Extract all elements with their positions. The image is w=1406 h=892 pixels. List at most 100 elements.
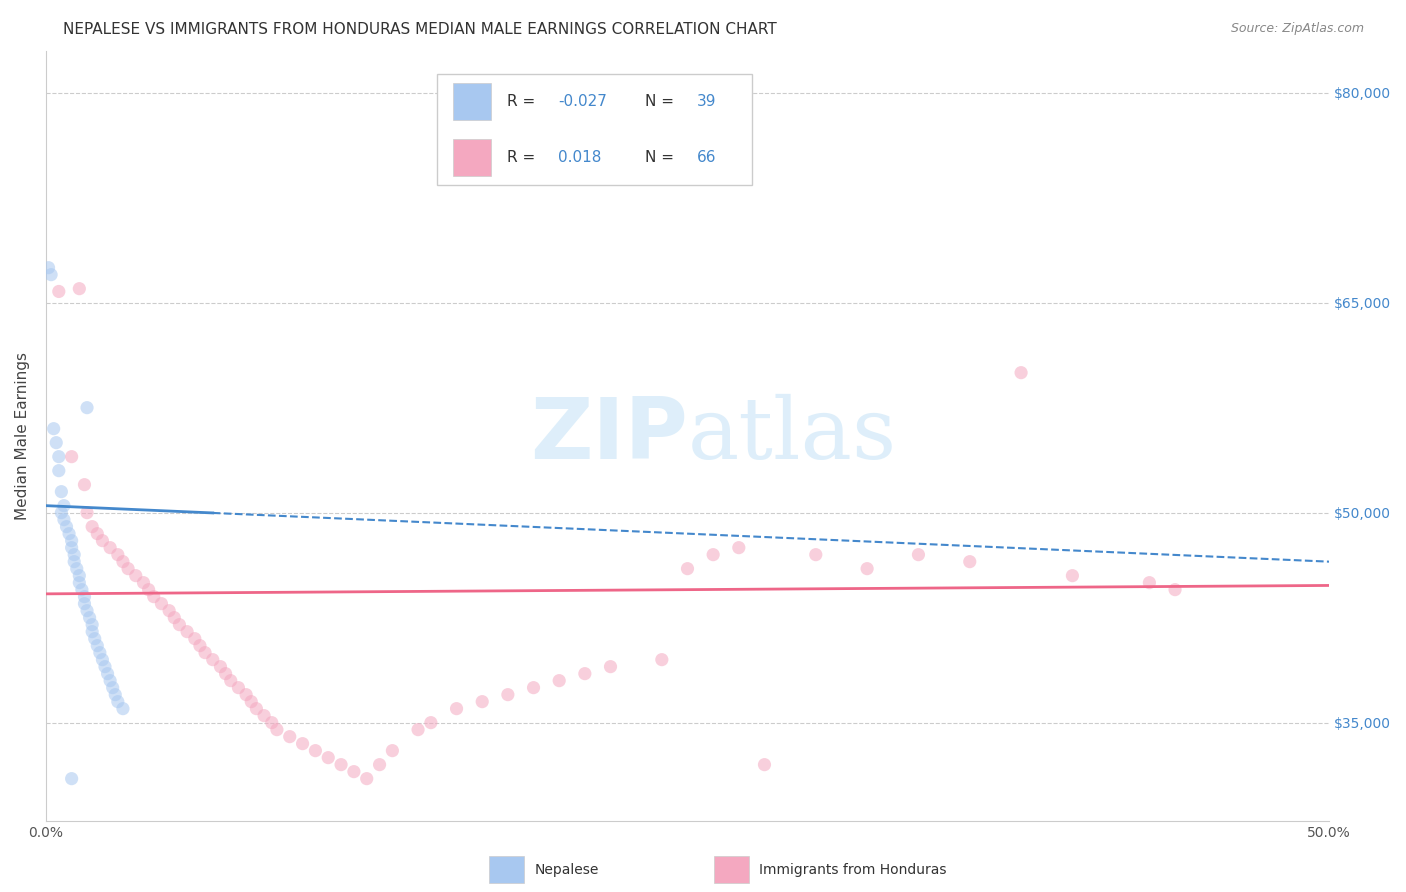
Point bbox=[278, 730, 301, 744]
Text: Source: ZipAtlas.com: Source: ZipAtlas.com bbox=[1230, 22, 1364, 36]
Point bbox=[356, 772, 378, 786]
Point bbox=[240, 695, 263, 709]
Point bbox=[76, 401, 98, 415]
Point bbox=[188, 639, 211, 653]
Point bbox=[76, 604, 98, 618]
Point bbox=[45, 435, 67, 450]
Point bbox=[138, 582, 160, 597]
Point bbox=[132, 575, 155, 590]
Point bbox=[804, 548, 827, 562]
Point bbox=[83, 632, 105, 646]
Point bbox=[209, 659, 232, 673]
Point bbox=[1137, 575, 1160, 590]
Point bbox=[522, 681, 544, 695]
Point bbox=[163, 610, 186, 624]
Point bbox=[60, 772, 83, 786]
Point bbox=[446, 701, 468, 715]
Point bbox=[98, 541, 121, 555]
Point bbox=[82, 624, 104, 639]
Point bbox=[676, 562, 699, 576]
Text: atlas: atlas bbox=[688, 394, 897, 477]
Point bbox=[91, 533, 114, 548]
Point bbox=[125, 568, 148, 582]
Point bbox=[94, 659, 117, 673]
Point bbox=[856, 562, 879, 576]
Point bbox=[184, 632, 207, 646]
Point bbox=[907, 548, 929, 562]
Text: R =: R = bbox=[506, 94, 540, 109]
Point bbox=[253, 708, 276, 723]
Point bbox=[599, 659, 621, 673]
Text: N =: N = bbox=[645, 94, 679, 109]
Point bbox=[381, 744, 404, 758]
Point bbox=[548, 673, 571, 688]
Point bbox=[176, 624, 198, 639]
Point bbox=[55, 519, 77, 533]
Point bbox=[1164, 582, 1187, 597]
Point bbox=[150, 597, 173, 611]
Point bbox=[76, 506, 98, 520]
FancyBboxPatch shape bbox=[453, 83, 491, 120]
Point bbox=[406, 723, 429, 737]
Point bbox=[245, 701, 267, 715]
Point bbox=[86, 639, 108, 653]
Point bbox=[316, 750, 339, 764]
Text: Immigrants from Honduras: Immigrants from Honduras bbox=[759, 863, 946, 877]
Point bbox=[42, 422, 65, 436]
Point bbox=[959, 555, 981, 569]
Text: 0.018: 0.018 bbox=[558, 150, 602, 165]
Point bbox=[304, 744, 326, 758]
Point bbox=[96, 666, 118, 681]
Point bbox=[330, 757, 353, 772]
Point bbox=[52, 499, 75, 513]
Point bbox=[104, 688, 127, 702]
Point bbox=[260, 715, 283, 730]
Point bbox=[51, 506, 73, 520]
Point bbox=[107, 548, 129, 562]
Text: 66: 66 bbox=[696, 150, 716, 165]
Point bbox=[111, 701, 134, 715]
Point bbox=[117, 562, 139, 576]
Point bbox=[169, 617, 191, 632]
Point bbox=[38, 260, 60, 275]
Text: R =: R = bbox=[506, 150, 540, 165]
Point bbox=[201, 653, 224, 667]
Point bbox=[142, 590, 165, 604]
Point bbox=[107, 695, 129, 709]
Text: ZIP: ZIP bbox=[530, 394, 688, 477]
Point bbox=[39, 268, 62, 282]
Point bbox=[651, 653, 673, 667]
Point bbox=[79, 610, 101, 624]
Point bbox=[73, 597, 96, 611]
Point bbox=[194, 646, 217, 660]
Point bbox=[1010, 366, 1032, 380]
Point bbox=[574, 666, 596, 681]
Point bbox=[70, 582, 93, 597]
Point bbox=[235, 688, 257, 702]
Text: -0.027: -0.027 bbox=[558, 94, 607, 109]
Text: N =: N = bbox=[645, 150, 679, 165]
Point bbox=[63, 548, 86, 562]
Point bbox=[496, 688, 519, 702]
Point bbox=[368, 757, 391, 772]
Point bbox=[82, 519, 104, 533]
FancyBboxPatch shape bbox=[437, 74, 752, 186]
Point bbox=[63, 555, 86, 569]
Point bbox=[86, 526, 108, 541]
Y-axis label: Median Male Earnings: Median Male Earnings bbox=[15, 351, 30, 520]
Point bbox=[157, 604, 180, 618]
Text: Nepalese: Nepalese bbox=[534, 863, 599, 877]
Point bbox=[67, 568, 90, 582]
Point bbox=[73, 477, 96, 491]
Point bbox=[60, 541, 83, 555]
Point bbox=[91, 653, 114, 667]
Point bbox=[66, 562, 89, 576]
Point bbox=[60, 533, 83, 548]
Point bbox=[58, 526, 80, 541]
Point bbox=[219, 673, 242, 688]
Point bbox=[291, 737, 314, 751]
Text: NEPALESE VS IMMIGRANTS FROM HONDURAS MEDIAN MALE EARNINGS CORRELATION CHART: NEPALESE VS IMMIGRANTS FROM HONDURAS MED… bbox=[63, 22, 778, 37]
Point bbox=[101, 681, 124, 695]
Point bbox=[73, 590, 96, 604]
Point bbox=[48, 464, 70, 478]
